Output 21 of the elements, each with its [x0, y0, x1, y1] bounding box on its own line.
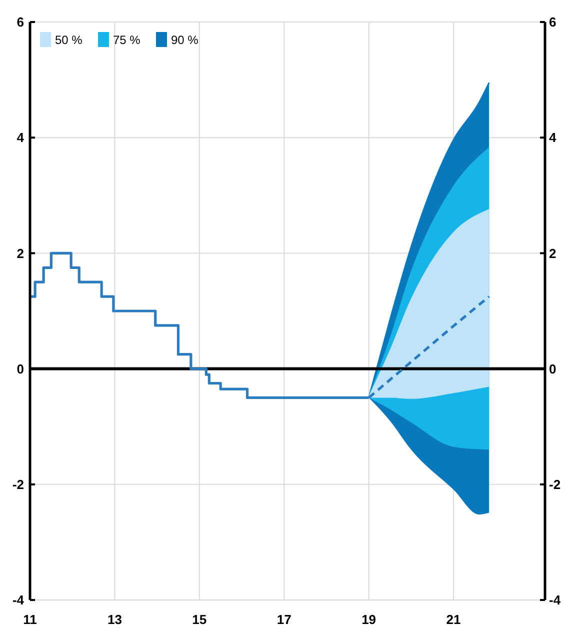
x-tick-label: 15	[192, 612, 207, 627]
y2-tick-label: 4	[549, 130, 557, 146]
y-tick-label: 2	[16, 246, 24, 261]
legend-label: 90 %	[171, 33, 199, 47]
x-tick-label: 19	[362, 612, 376, 627]
y-tick-label: -2	[12, 476, 24, 492]
y-tick-label: 6	[16, 14, 24, 30]
y-tick-label: 4	[16, 130, 25, 146]
y2-tick-label: 2	[549, 246, 556, 261]
y2-tick-label: 0	[549, 361, 556, 376]
legend-label: 50 %	[55, 33, 83, 47]
x-tick-label: 17	[276, 612, 292, 627]
y2-tick-label: -2	[549, 476, 561, 492]
x-tick-label: 13	[107, 612, 122, 627]
y-tick-label: -4	[12, 592, 25, 608]
x-tick-label: 21	[446, 612, 461, 627]
y2-tick-label: -4	[549, 592, 562, 608]
x-tick-label: 11	[23, 612, 37, 627]
y-tick-label: 0	[16, 361, 24, 376]
y2-tick-label: 6	[549, 14, 556, 30]
legend-label: 75 %	[113, 33, 141, 47]
